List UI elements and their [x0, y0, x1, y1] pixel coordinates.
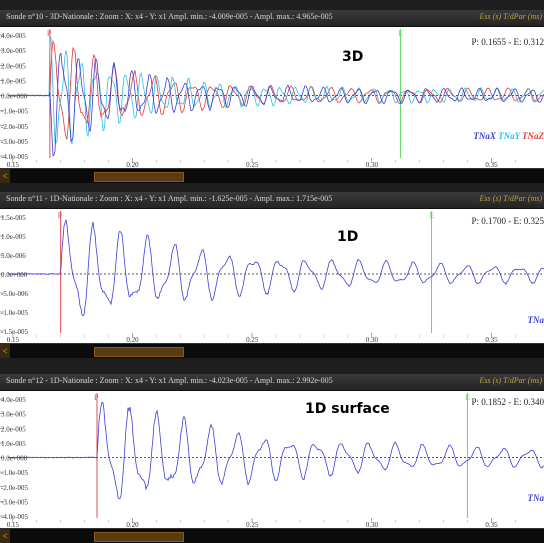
scroll-thumb[interactable]	[94, 347, 184, 357]
trace-panel-1d-surface: Sonde n°12 - 1D-Nationale : Zoom : X: x4…	[0, 374, 544, 540]
y-tick-label: 3.0e-005	[1, 47, 26, 55]
panel-title-right: Ess (s) T/dPar (ms)	[480, 12, 542, 21]
y-tick-label: -2.0e-005	[1, 484, 29, 492]
p-pick-label: P	[47, 29, 52, 38]
pick-readout: P: 0.1852 - E: 0.340	[471, 397, 544, 407]
plot-area[interactable]: 4.0e-005 3.0e-005 2.0e-005 1.0e-005 0.0e+000…	[0, 391, 544, 528]
x-tick-label: 0.25	[246, 521, 259, 528]
component-label: 1D	[337, 229, 358, 245]
y-tick-label: -5.0e-006	[1, 290, 29, 298]
y-tick-label: -3.0e-005	[1, 498, 29, 506]
waveform-chart: 1.5e-005 1.0e-005 5.0e-006 0.0e+000 -5.0e-00…	[0, 209, 544, 343]
p-pick-label: P	[94, 393, 99, 402]
y-tick-label: 0.0e+000	[1, 93, 28, 101]
plot-area[interactable]: 1.5e-005 1.0e-005 5.0e-006 0.0e+000 -5.0e-00…	[0, 209, 544, 343]
x-tick-label: 0.35	[485, 161, 498, 168]
horizontal-scrollbar[interactable]: <	[0, 343, 544, 358]
waveform-trace	[8, 220, 544, 316]
waveform-chart: 4.0e-005 3.0e-005 2.0e-005 1.0e-005 0.0e+000…	[0, 27, 544, 168]
waveform-trace	[8, 36, 544, 145]
scroll-thumb[interactable]	[94, 172, 184, 182]
y-tick-label: 2.0e-005	[1, 425, 26, 433]
panel-title-bar: Sonde n°10 - 3D-Nationale : Zoom : X: x4…	[0, 10, 544, 27]
x-tick-label: 0.20	[126, 161, 139, 168]
legend-item-x: TNaX	[473, 131, 496, 141]
legend-item-z: TNaZ	[522, 131, 544, 141]
e-pick-label: E	[465, 393, 470, 402]
pick-readout: P: 0.1700 - E: 0.325	[471, 216, 544, 226]
y-tick-label: -2.0e-005	[1, 123, 29, 131]
y-tick-label: -3.0e-005	[1, 138, 29, 146]
y-tick-label: 2.0e-005	[1, 62, 26, 70]
plot-area[interactable]: 4.0e-005 3.0e-005 2.0e-005 1.0e-005 0.0e+000…	[0, 27, 544, 168]
legend-item: TNa	[528, 315, 544, 325]
x-tick-label: 0.15	[7, 161, 20, 168]
horizontal-scrollbar[interactable]: <	[0, 528, 544, 543]
x-tick-label: 0.35	[485, 521, 498, 528]
x-tick-label: 0.25	[246, 161, 259, 168]
panel-title: Sonde n°11 - 1D-Nationale : Zoom : X: x4…	[6, 194, 332, 203]
y-tick-label: 4.0e-005	[1, 396, 26, 404]
legend-item: TNa	[528, 493, 544, 503]
panel-title: Sonde n°10 - 3D-Nationale : Zoom : X: x4…	[6, 12, 333, 21]
x-tick-label: 0.15	[7, 336, 20, 343]
component-label: 3D	[342, 49, 363, 65]
legend: TNa	[528, 315, 544, 325]
pick-readout: P: 0.1655 - E: 0.312	[471, 37, 544, 47]
horizontal-scrollbar[interactable]: <	[0, 168, 544, 183]
waveform-chart: 4.0e-005 3.0e-005 2.0e-005 1.0e-005 0.0e+000…	[0, 391, 544, 528]
y-tick-label: 1.0e-005	[1, 440, 26, 448]
waveform-trace	[8, 54, 544, 156]
legend: TNaX TNaY TNaZ	[473, 131, 544, 141]
x-tick-label: 0.25	[246, 336, 259, 343]
trace-panel-3d: Sonde n°10 - 3D-Nationale : Zoom : X: x4…	[0, 10, 544, 182]
p-pick-label: P	[58, 211, 63, 220]
legend-item-y: TNaY	[498, 131, 520, 141]
y-tick-label: 4.0e-005	[1, 32, 26, 40]
x-tick-label: 0.15	[7, 521, 20, 528]
x-tick-label: 0.20	[126, 336, 139, 343]
y-tick-label: 1.0e-005	[1, 233, 26, 241]
y-tick-label: -1.0e-005	[1, 469, 29, 477]
y-tick-label: -1.0e-005	[1, 108, 29, 116]
x-tick-label: 0.30	[366, 161, 379, 168]
trace-panel-1d: Sonde n°11 - 1D-Nationale : Zoom : X: x4…	[0, 192, 544, 356]
y-tick-label: -4.0e-005	[1, 153, 29, 161]
panel-title-bar: Sonde n°12 - 1D-Nationale : Zoom : X: x4…	[0, 374, 544, 391]
y-tick-label: 5.0e-006	[1, 252, 26, 260]
scroll-left-arrow[interactable]: <	[0, 344, 10, 358]
scroll-thumb[interactable]	[94, 532, 184, 542]
y-tick-label: 0.0e+000	[1, 455, 28, 463]
y-tick-label: -4.0e-005	[1, 513, 29, 521]
scroll-left-arrow[interactable]: <	[0, 529, 10, 543]
waveform-trace	[8, 402, 544, 499]
e-pick-label: E	[398, 29, 403, 38]
scroll-left-arrow[interactable]: <	[0, 169, 10, 183]
y-tick-label: 0.0e+000	[1, 271, 28, 279]
y-tick-label: 1.5e-005	[1, 214, 26, 222]
panel-title-right: Ess (s) T/dPar (ms)	[480, 194, 542, 203]
panel-title: Sonde n°12 - 1D-Nationale : Zoom : X: x4…	[6, 376, 333, 385]
panel-title-right: Ess (s) T/dPar (ms)	[480, 376, 542, 385]
legend: TNa	[528, 493, 544, 503]
e-pick-label: E	[430, 211, 435, 220]
y-tick-label: -1.5e-005	[1, 328, 29, 336]
x-tick-label: 0.35	[485, 336, 498, 343]
x-tick-label: 0.30	[366, 336, 379, 343]
panel-title-bar: Sonde n°11 - 1D-Nationale : Zoom : X: x4…	[0, 192, 544, 209]
y-tick-label: 3.0e-005	[1, 411, 26, 419]
y-tick-label: -1.0e-005	[1, 309, 29, 317]
x-tick-label: 0.20	[126, 521, 139, 528]
y-tick-label: 1.0e-005	[1, 77, 26, 85]
component-label: 1D surface	[305, 401, 390, 417]
x-tick-label: 0.30	[366, 521, 379, 528]
